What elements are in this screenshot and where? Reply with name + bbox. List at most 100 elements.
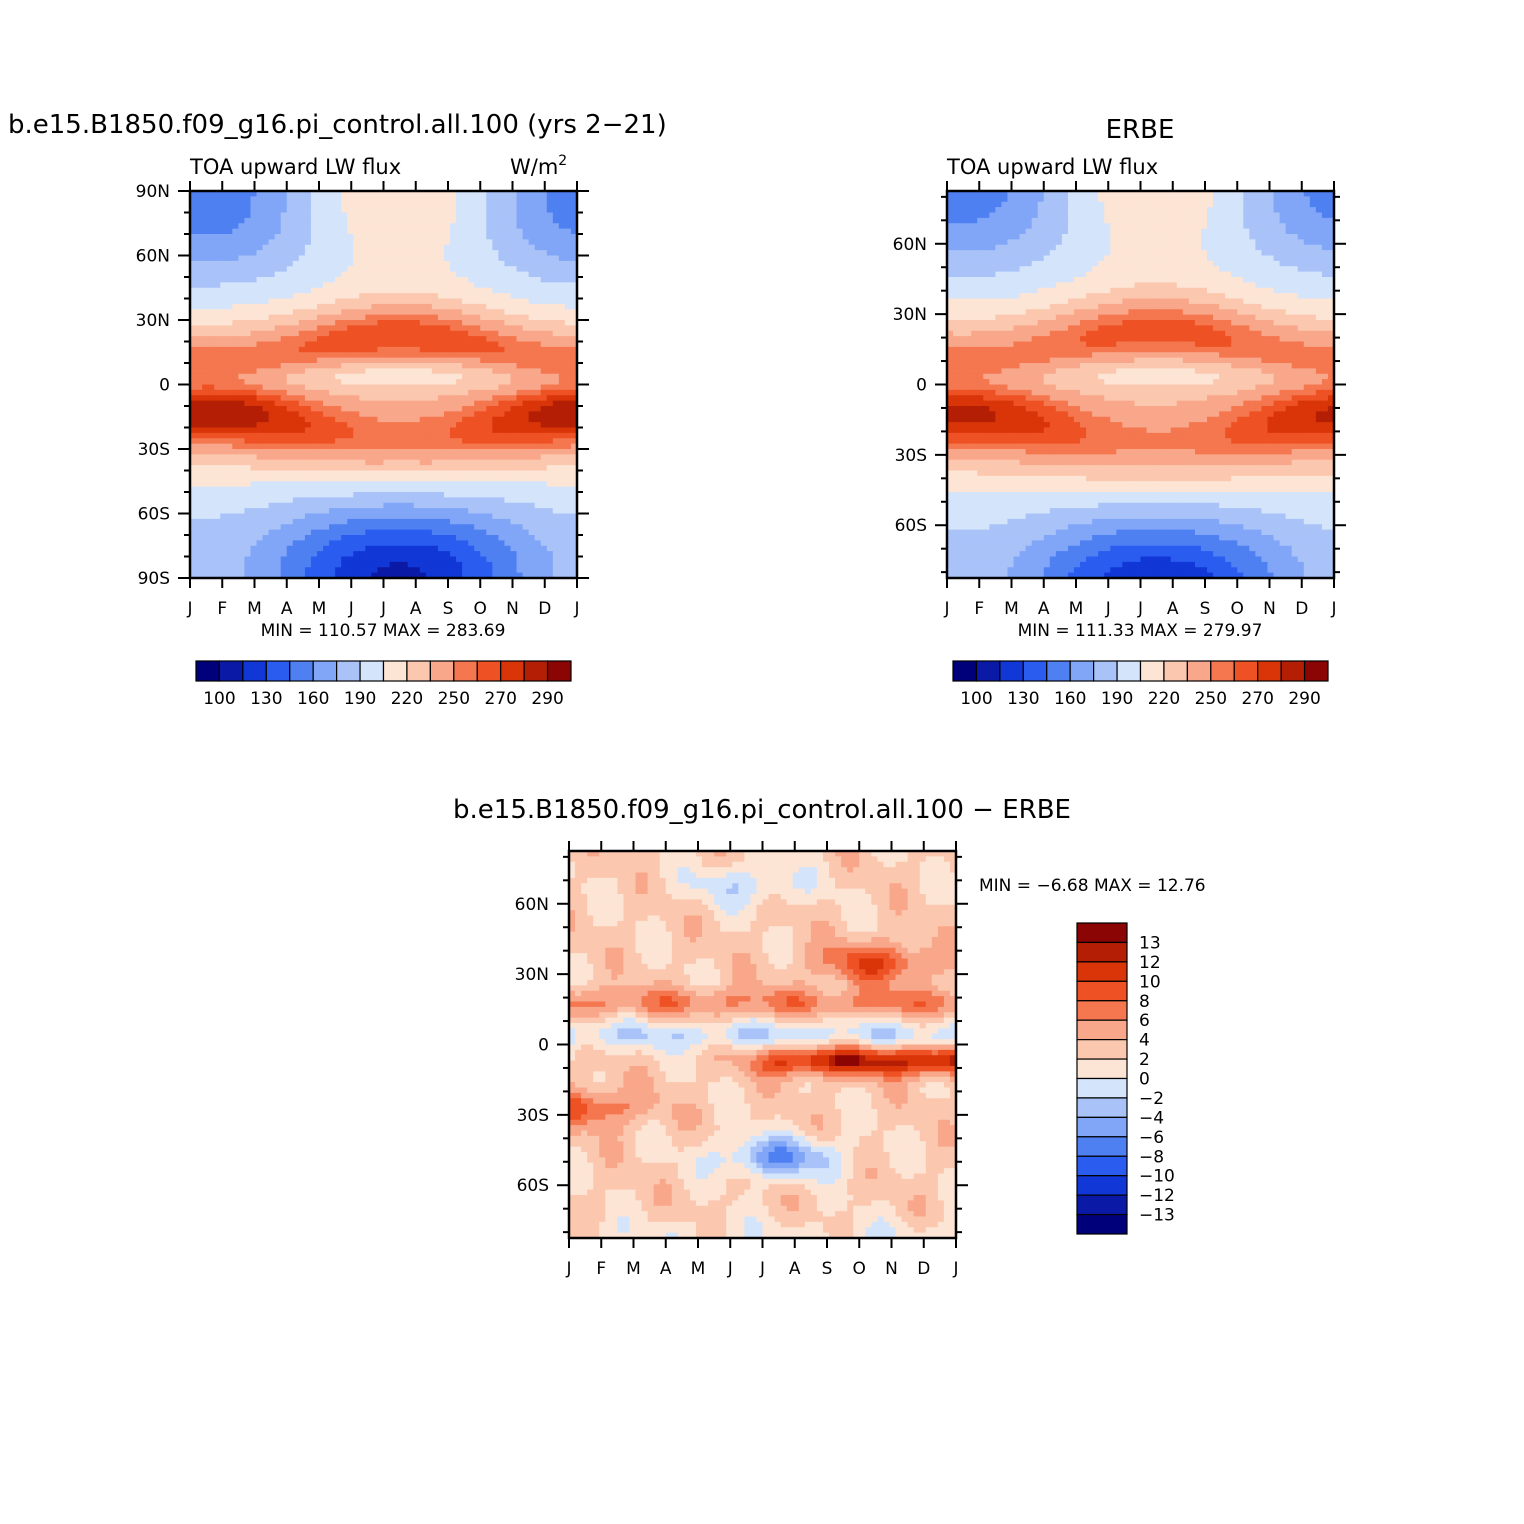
contour-cell xyxy=(552,422,560,429)
contour-cell xyxy=(286,406,294,412)
contour-cell xyxy=(304,234,312,240)
contour-cell xyxy=(316,438,324,445)
contour-cell xyxy=(552,239,560,246)
contour-cell xyxy=(232,341,239,348)
contour-cell xyxy=(492,282,499,289)
contour-cell xyxy=(437,545,445,552)
contour-cell xyxy=(298,244,306,251)
contour-cell xyxy=(304,508,312,515)
panel-model-variable-label: TOA upward LW flux xyxy=(189,155,401,179)
contour-cell xyxy=(214,395,221,402)
contour-cell xyxy=(274,567,282,574)
contour-cell xyxy=(220,384,227,391)
contour-cell xyxy=(196,250,203,257)
contour-cell xyxy=(292,422,300,429)
contour-cell xyxy=(262,330,270,337)
contour-cell xyxy=(353,336,360,343)
contour-cell xyxy=(1315,201,1323,208)
contour-cell xyxy=(570,416,578,423)
contour-cell xyxy=(504,497,512,504)
contour-cell xyxy=(534,449,542,455)
contour-cell xyxy=(226,572,233,579)
contour-cell xyxy=(365,470,373,477)
contour-cell xyxy=(250,459,258,466)
contour-cell xyxy=(220,432,227,439)
contour-cell xyxy=(407,470,415,477)
contour-cell xyxy=(431,373,439,380)
contour-cell xyxy=(359,309,366,316)
contour-cell xyxy=(383,459,391,466)
contour-cell xyxy=(347,481,354,488)
contour-cell xyxy=(462,320,469,326)
contour-cell xyxy=(570,406,578,412)
contour-cell xyxy=(286,389,294,396)
contour-cell xyxy=(492,223,499,230)
contour-cell xyxy=(250,282,258,289)
contour-cell xyxy=(286,271,294,278)
contour-cell xyxy=(377,309,385,316)
contour-cell xyxy=(371,545,379,552)
contour-cell xyxy=(534,389,542,396)
contour-cell xyxy=(383,234,391,240)
contour-cell xyxy=(504,443,512,450)
contour-cell xyxy=(492,443,499,450)
contour-cell xyxy=(208,277,215,283)
contour-cell xyxy=(546,234,554,240)
contour-cell xyxy=(443,481,451,488)
contour-cell xyxy=(1152,196,1160,203)
contour-cell xyxy=(486,529,493,536)
contour-cell xyxy=(1309,196,1317,203)
contour-cell xyxy=(286,572,294,579)
contour-cell xyxy=(286,260,294,267)
contour-cell xyxy=(480,459,487,466)
contour-cell xyxy=(462,346,469,353)
contour-cell xyxy=(431,282,439,289)
contour-cell xyxy=(250,379,258,386)
contour-cell xyxy=(462,217,469,224)
contour-cell xyxy=(570,287,578,294)
contour-cell xyxy=(268,357,276,364)
contour-cell xyxy=(407,357,415,364)
contour-cell xyxy=(232,475,239,482)
contour-cell xyxy=(552,255,560,262)
contour-cell xyxy=(437,427,445,434)
contour-cell xyxy=(431,293,439,300)
contour-cell xyxy=(1055,201,1063,208)
contour-cell xyxy=(196,443,203,450)
contour-cell xyxy=(401,556,409,563)
contour-cell xyxy=(347,201,354,208)
contour-cell xyxy=(329,465,336,472)
contour-cell xyxy=(407,567,415,574)
contour-cell xyxy=(365,196,373,203)
contour-cell xyxy=(335,389,342,396)
contour-cell xyxy=(450,497,457,504)
contour-cell xyxy=(262,282,270,289)
contour-cell xyxy=(1164,191,1172,197)
contour-cell xyxy=(1309,207,1317,214)
contour-cell xyxy=(292,223,300,230)
contour-cell xyxy=(510,271,518,278)
contour-cell xyxy=(450,287,457,294)
contour-cell xyxy=(250,465,258,472)
contour-cell xyxy=(298,524,306,531)
contour-cell xyxy=(196,223,203,230)
contour-cell xyxy=(431,465,439,472)
contour-cell xyxy=(292,524,300,531)
contour-cell xyxy=(298,486,306,493)
contour-cell xyxy=(347,196,354,203)
contour-cell xyxy=(1182,201,1190,208)
contour-cell xyxy=(286,470,294,477)
contour-cell xyxy=(395,330,403,337)
contour-cell xyxy=(468,368,475,375)
contour-cell xyxy=(316,314,324,321)
contour-cell xyxy=(425,486,433,493)
contour-cell xyxy=(498,400,506,407)
contour-cell xyxy=(468,432,475,439)
contour-cell xyxy=(504,524,512,531)
contour-cell xyxy=(1200,201,1208,208)
colorbar-swatch xyxy=(453,660,478,682)
contour-cell xyxy=(564,524,572,531)
contour-cell xyxy=(256,266,264,273)
contour-cell xyxy=(359,341,366,348)
contour-cell xyxy=(196,492,203,498)
